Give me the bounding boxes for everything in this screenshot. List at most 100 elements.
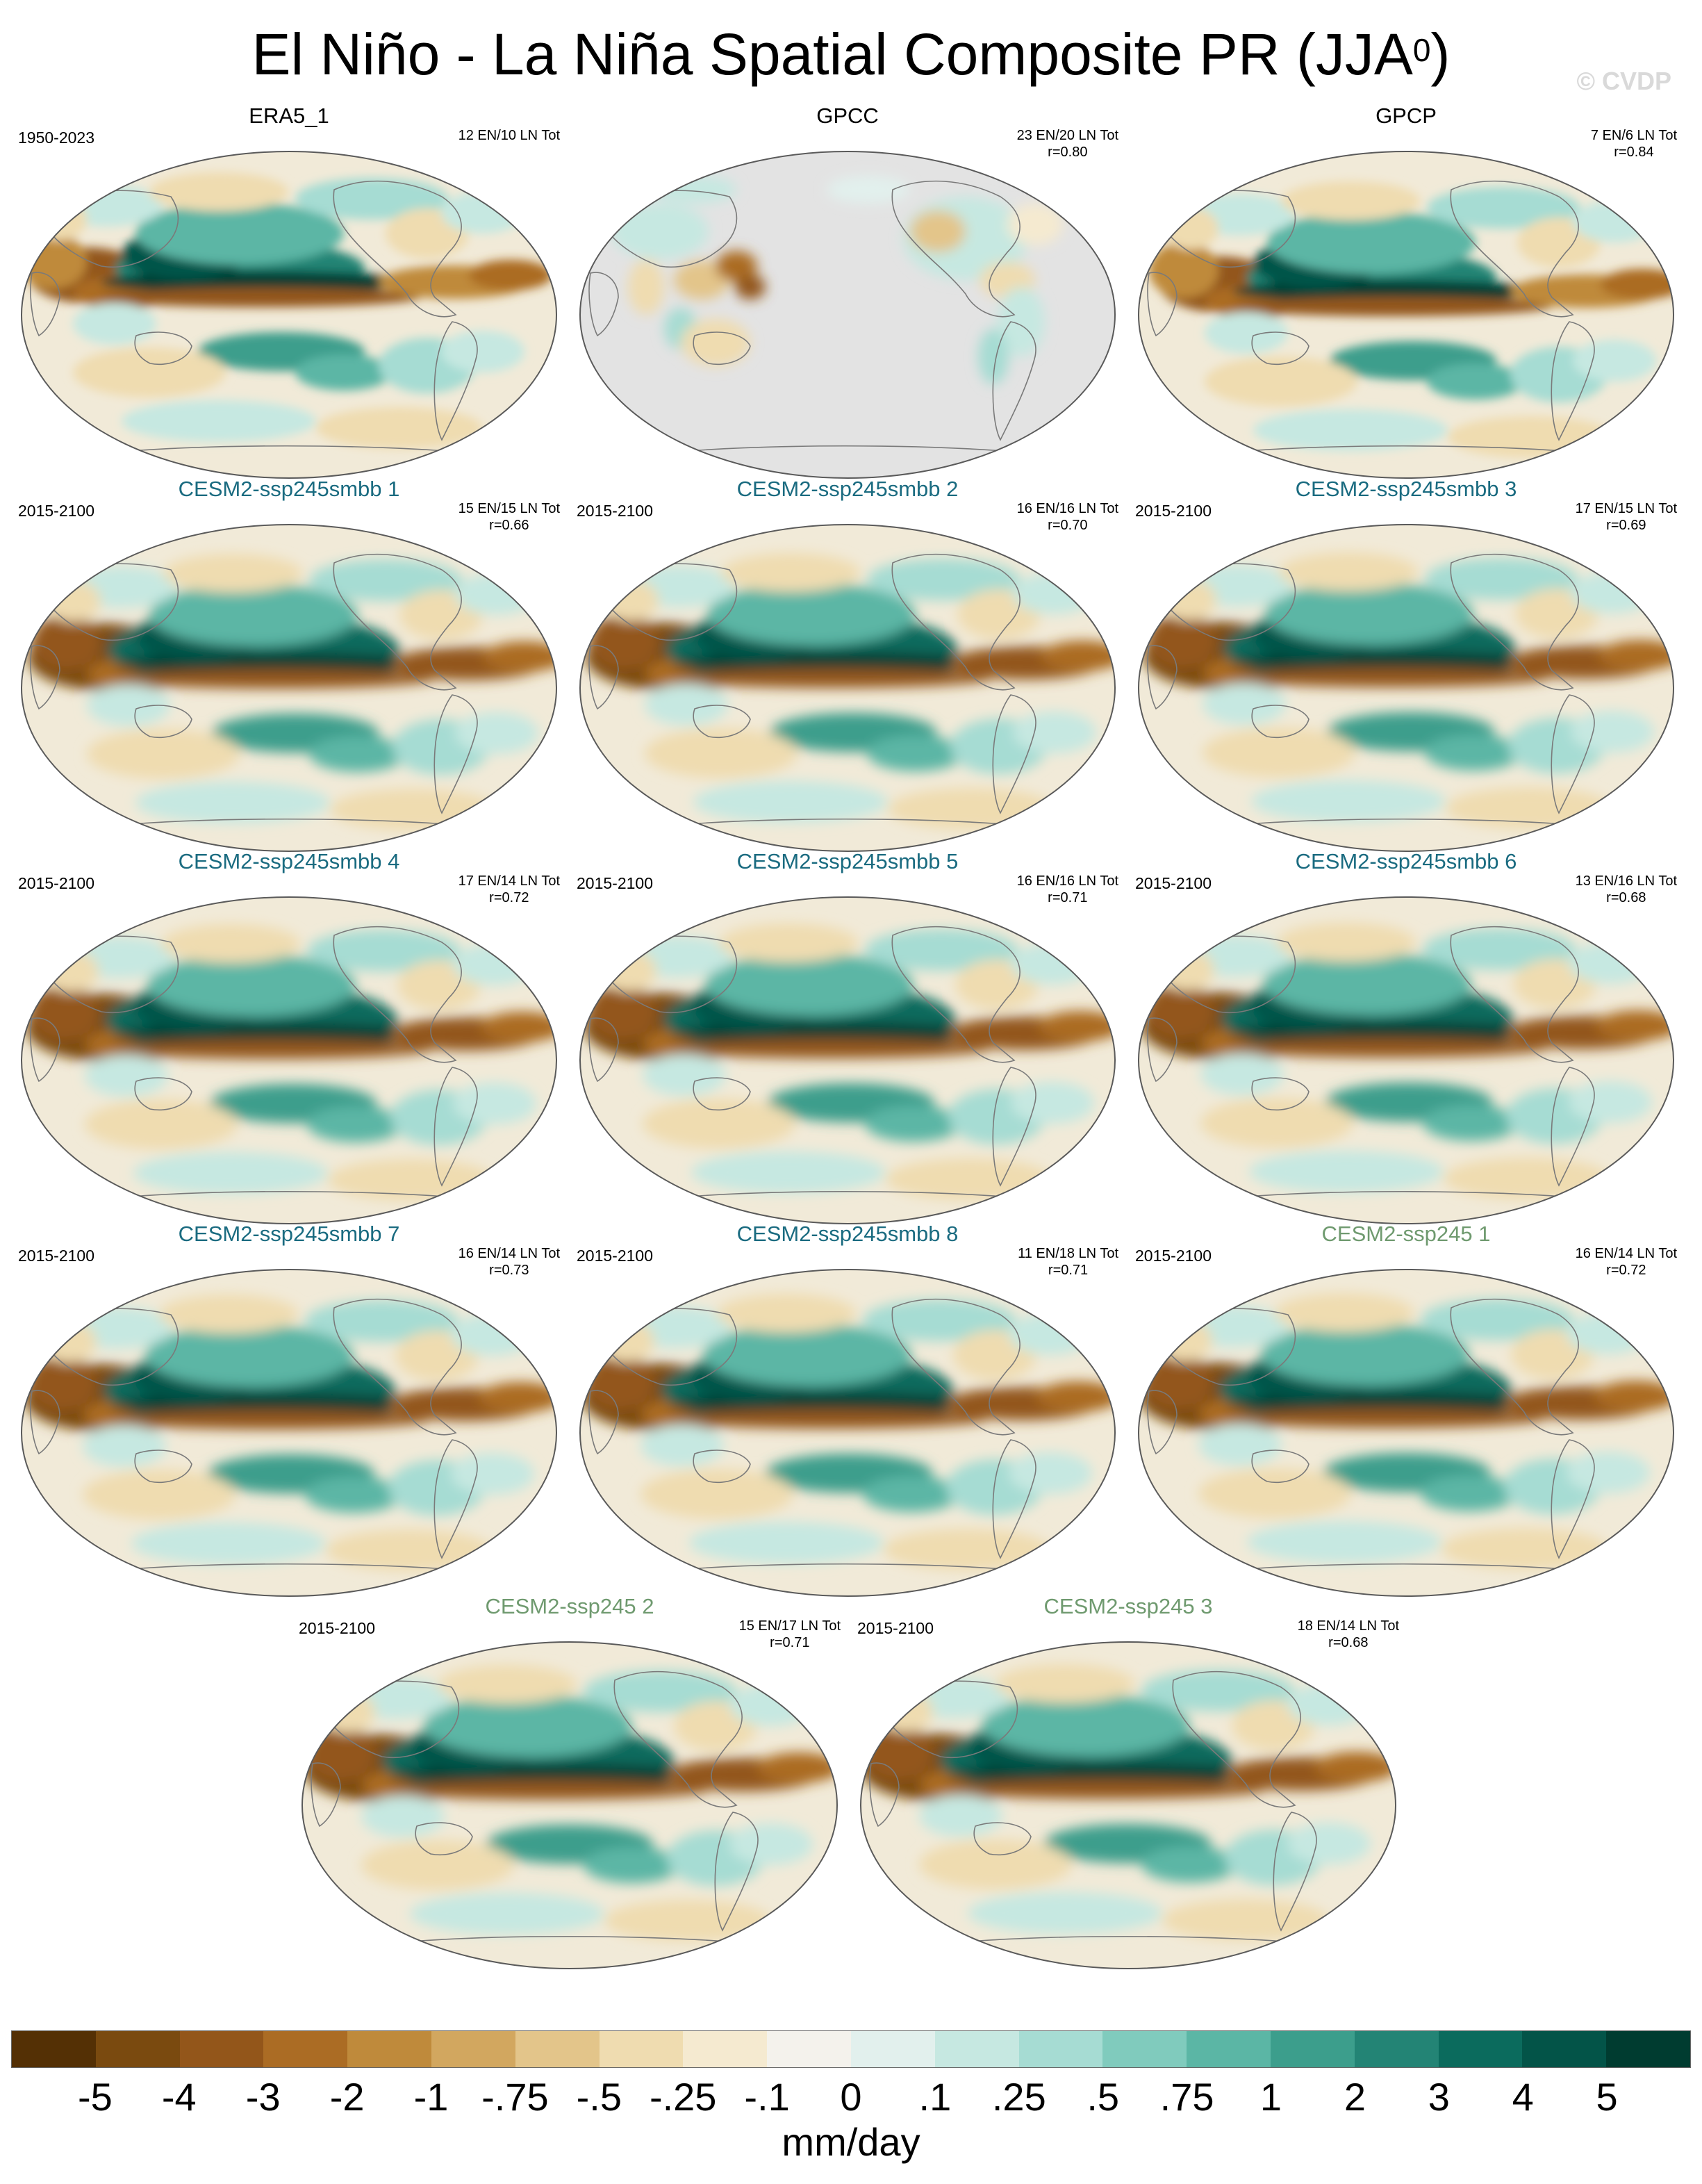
panel-event-count: 16 EN/16 LN Tot r=0.71: [1017, 873, 1118, 906]
colorbar-bin: [1270, 2031, 1355, 2067]
panel-count-text: 23 EN/20 LN Tot: [1016, 128, 1118, 143]
colorbar-tick-label: -.75: [481, 2075, 549, 2119]
panel-event-count: 16 EN/14 LN Tot r=0.72: [1576, 1245, 1677, 1279]
panel-event-count: 16 EN/16 LN Tot r=0.70: [1017, 500, 1118, 534]
colorbar-bin: [683, 2031, 768, 2067]
colorbar-bin: [1102, 2031, 1187, 2067]
panel-count-text: 11 EN/18 LN Tot: [1018, 1246, 1118, 1261]
colorbar-bin: [347, 2031, 431, 2067]
panel-period: 2015-2100: [18, 1247, 94, 1265]
colorbar-tick-label: -5: [77, 2075, 113, 2119]
map-panel: CESM2-ssp245smbb 7 2015-2100 16 EN/14 LN T…: [18, 1222, 560, 1615]
panel-pattern-correlation: r=0.84: [1614, 145, 1654, 160]
panel-title: GPCP: [1375, 104, 1437, 128]
colorbar-tick-label: -.1: [744, 2075, 790, 2119]
panel-count-text: 17 EN/15 LN Tot: [1575, 501, 1677, 516]
map-panel: CESM2-ssp245 2 2015-2100 15 EN/17 LN Tot r=…: [299, 1594, 841, 1987]
colorbar-bin: [1018, 2031, 1103, 2067]
colorbar-bin: [767, 2031, 851, 2067]
colorbar-bin: [850, 2031, 935, 2067]
colorbar-bin: [1354, 2031, 1439, 2067]
colorbar-bin: [934, 2031, 1019, 2067]
map-panel: CESM2-ssp245 3 2015-2100 18 EN/14 LN Tot r=…: [857, 1594, 1399, 1987]
colorbar-bin: [263, 2031, 348, 2067]
panel-period: 2015-2100: [18, 502, 94, 520]
panel-count-text: 13 EN/16 LN Tot: [1575, 873, 1677, 889]
panel-title: CESM2-ssp245smbb 8: [736, 1222, 959, 1246]
panel-title: CESM2-ssp245smbb 2: [736, 477, 959, 501]
panel-pattern-correlation: r=0.68: [1606, 890, 1646, 905]
colorbar-tick-label: .25: [991, 2075, 1046, 2119]
panel-title: CESM2-ssp245smbb 5: [736, 849, 959, 873]
robinson-map: [1138, 896, 1674, 1224]
robinson-map: [21, 896, 557, 1224]
colorbar-tick-label: .1: [918, 2075, 952, 2119]
panel-event-count: 11 EN/18 LN Tot r=0.71: [1018, 1245, 1118, 1279]
colorbar-tick-label: .75: [1159, 2075, 1214, 2119]
map-panel: CESM2-ssp245smbb 3 2015-2100 17 EN/15 LN T…: [1135, 477, 1677, 870]
panel-pattern-correlation: r=0.73: [489, 1263, 529, 1278]
panel-count-text: 18 EN/14 LN Tot: [1297, 1618, 1399, 1634]
panel-period: 2015-2100: [1135, 874, 1212, 892]
colorbar-tick-label: 4: [1512, 2075, 1534, 2119]
panel-pattern-correlation: r=0.70: [1048, 518, 1088, 533]
colorbar: [11, 2030, 1691, 2068]
colorbar-bin: [1187, 2031, 1271, 2067]
robinson-map: [1138, 151, 1674, 479]
panel-title: CESM2-ssp245smbb 4: [178, 849, 400, 873]
map-panel: CESM2-ssp245smbb 5 2015-2100 16 EN/16 LN T…: [577, 849, 1118, 1242]
colorbar-tick-label: 5: [1596, 2075, 1618, 2119]
colorbar-tick-label: 3: [1428, 2075, 1450, 2119]
panel-count-text: 16 EN/14 LN Tot: [1575, 1246, 1677, 1261]
panel-title: CESM2-ssp245smbb 6: [1295, 849, 1517, 873]
robinson-map: [21, 151, 557, 479]
panel-period: 2015-2100: [577, 1247, 653, 1265]
watermark: © CVDP: [1576, 67, 1671, 95]
colorbar-bin: [12, 2031, 96, 2067]
colorbar-tick-label: -.25: [649, 2075, 717, 2119]
panel-count-text: 15 EN/17 LN Tot: [738, 1618, 841, 1634]
panel-event-count: 15 EN/15 LN Tot r=0.66: [458, 500, 560, 534]
panel-period: 2015-2100: [857, 1619, 934, 1637]
colorbar-bin: [599, 2031, 684, 2067]
panel-count-text: 12 EN/10 LN Tot: [458, 128, 560, 143]
robinson-map: [860, 1641, 1396, 1969]
robinson-map: [579, 524, 1116, 852]
panel-period: 2015-2100: [577, 874, 653, 892]
robinson-map: [21, 524, 557, 852]
panel-count-text: 16 EN/14 LN Tot: [458, 1246, 560, 1261]
panel-pattern-correlation: r=0.71: [1048, 890, 1088, 905]
panel-pattern-correlation: r=0.72: [489, 890, 529, 905]
map-panel: CESM2-ssp245smbb 2 2015-2100 16 EN/16 LN T…: [577, 477, 1118, 870]
robinson-map: [1138, 1269, 1674, 1597]
colorbar-bin: [95, 2031, 180, 2067]
panel-pattern-correlation: r=0.80: [1048, 145, 1088, 160]
panel-pattern-correlation: r=0.71: [1048, 1263, 1089, 1278]
panel-event-count: 17 EN/14 LN Tot r=0.72: [458, 873, 560, 906]
colorbar-ticks: -5 -4 -3 -2 -1 -.75 -.5 -.25 -.1 0 .1 .25 .5 .75 1 2 3 4 5: [0, 2074, 1702, 2123]
panel-title: GPCC: [816, 104, 879, 128]
map-panel: GPCP 7 EN/6 LN Tot r=0.84: [1135, 104, 1677, 497]
colorbar-bin: [515, 2031, 600, 2067]
panel-event-count: 17 EN/15 LN Tot r=0.69: [1576, 500, 1677, 534]
panel-event-count: 23 EN/20 LN Tot r=0.80: [1017, 127, 1118, 161]
colorbar-bin: [1606, 2031, 1690, 2067]
panel-pattern-correlation: r=0.68: [1328, 1635, 1369, 1650]
panel-title: CESM2-ssp245smbb 3: [1295, 477, 1517, 501]
panel-title: CESM2-ssp245smbb 1: [178, 477, 400, 501]
map-panel: ERA5_1 1950-2023 12 EN/10 LN Tot: [18, 104, 560, 497]
panel-event-count: 7 EN/6 LN Tot r=0.84: [1591, 127, 1677, 161]
robinson-map: [21, 1269, 557, 1597]
colorbar-tick-label: .5: [1087, 2075, 1120, 2119]
colorbar-tick-label: -4: [161, 2075, 197, 2119]
colorbar-tick-label: 1: [1259, 2075, 1282, 2119]
colorbar-tick-label: -3: [245, 2075, 281, 2119]
robinson-map: [301, 1641, 838, 1969]
map-panel: CESM2-ssp245smbb 6 2015-2100 13 EN/16 LN T…: [1135, 849, 1677, 1242]
panel-event-count: 13 EN/16 LN Tot r=0.68: [1576, 873, 1677, 906]
panel-title: CESM2-ssp245 3: [1043, 1594, 1213, 1618]
panel-pattern-correlation: r=0.72: [1606, 1263, 1646, 1278]
panel-event-count: 18 EN/14 LN Tot r=0.68: [1298, 1618, 1399, 1651]
panel-period: 2015-2100: [299, 1619, 375, 1637]
robinson-map: [579, 896, 1116, 1224]
